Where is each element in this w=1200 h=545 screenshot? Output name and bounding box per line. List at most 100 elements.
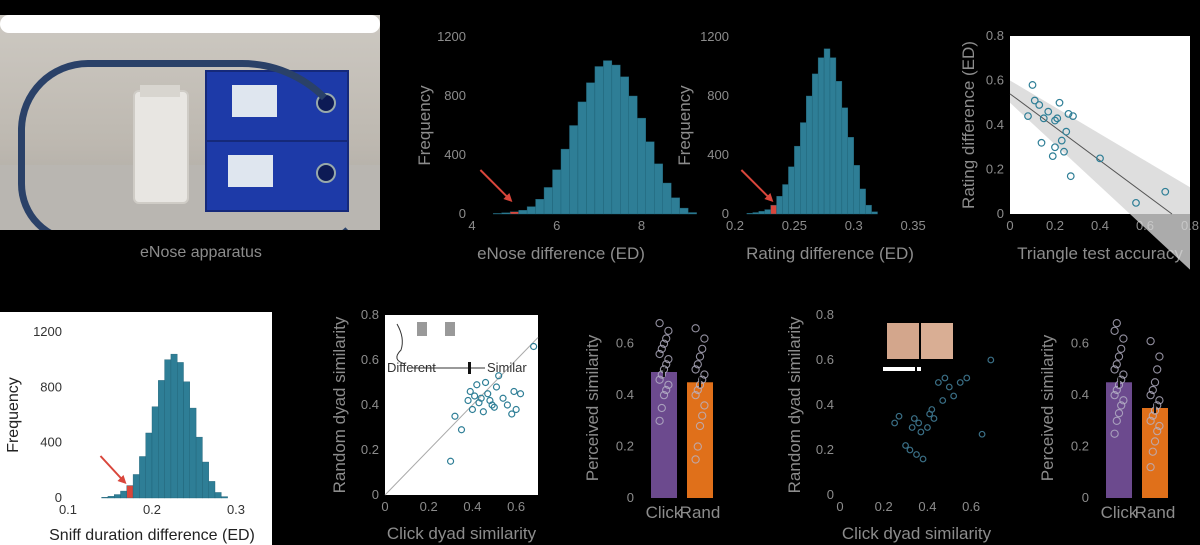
histogram-bar — [611, 64, 621, 215]
face-image — [887, 323, 919, 359]
y-tick-label: 0 — [55, 490, 62, 505]
y-tick-label: 0.6 — [1071, 336, 1089, 351]
scatter-point — [1030, 96, 1039, 105]
histogram-bar — [526, 206, 536, 215]
x-axis-label: Rating difference (ED) — [746, 244, 914, 263]
bar-point — [1155, 396, 1164, 405]
histogram-bar — [764, 209, 771, 215]
triangle-scatter: 00.20.40.60.800.20.40.60.8Rating differe… — [959, 28, 1199, 270]
bar-point — [1153, 426, 1162, 436]
bar-point — [1117, 401, 1126, 410]
y-tick-label: 800 — [444, 88, 466, 103]
x-tick-label: 0.2 — [143, 502, 161, 517]
histogram-bar — [535, 199, 545, 215]
scatter-point — [488, 401, 496, 409]
histogram-bar — [170, 353, 178, 499]
rating-histogram: 0 400 800 1200 0.2 0.25 0.3 0.35 Frequency Rating… — [675, 29, 926, 263]
histogram-bar — [770, 204, 777, 215]
inset-nose — [396, 323, 406, 365]
bar-point — [1110, 326, 1119, 336]
bar-point — [662, 334, 671, 343]
histogram-bar — [603, 60, 613, 215]
bar-point — [664, 354, 673, 364]
bar-point — [698, 344, 707, 354]
bar-point — [1146, 462, 1155, 472]
x-tick-label: 0.2 — [1046, 218, 1064, 233]
bar — [687, 382, 713, 498]
y-tick-label: 800 — [40, 379, 62, 394]
y-axis-label: Perceived similarity — [583, 334, 602, 481]
scatter-point — [1053, 114, 1062, 123]
scatter-point — [913, 451, 920, 458]
scatter-point — [915, 419, 923, 427]
bar — [651, 372, 677, 498]
bar-point — [664, 380, 673, 390]
y-tick-label: 0.4 — [986, 117, 1004, 132]
inset-slider-handle — [468, 362, 471, 374]
y-tick-label: 0.2 — [1071, 439, 1089, 454]
bar-point — [691, 324, 700, 333]
x-tick-label: 0.3 — [845, 218, 863, 233]
histogram-bar — [492, 213, 502, 215]
observed-arrow — [740, 169, 773, 201]
bar-point — [698, 411, 707, 420]
histogram-bar — [645, 141, 655, 215]
scatter-point — [919, 455, 927, 463]
y-tick-label: 0.8 — [986, 28, 1004, 43]
scatter-point — [477, 394, 485, 402]
histogram-bar — [823, 48, 831, 215]
face-scatter: 0 0.2 0.4 0.6 0.8 0 0.2 0.4 0.6 Random dyad simil… — [785, 307, 995, 543]
y-tick-label: 1200 — [437, 29, 466, 44]
histogram-bar — [628, 95, 638, 215]
scatter-point — [924, 424, 931, 431]
histogram-bar — [859, 188, 866, 215]
histogram-bar — [120, 490, 128, 499]
scatter-point — [499, 394, 507, 402]
scatter-point — [945, 383, 953, 391]
enose-photo — [0, 15, 380, 230]
scatter-point — [466, 387, 474, 396]
scatter-point — [468, 405, 477, 414]
y-tick-label: 0.2 — [986, 162, 1004, 177]
scatter-point — [956, 379, 964, 386]
histogram-bar — [752, 212, 759, 215]
histogram-bar — [841, 107, 849, 215]
scatter-point — [464, 396, 472, 405]
bar-point — [1146, 416, 1155, 426]
scatter-point — [930, 415, 938, 422]
bar-point — [691, 390, 700, 400]
x-tick-label: 0 — [381, 499, 388, 514]
histogram-bar — [543, 187, 553, 215]
histogram-bar — [654, 163, 663, 215]
histogram-bar — [176, 362, 184, 499]
histogram-bar — [853, 165, 860, 215]
scatter-point — [928, 406, 936, 413]
bar-point — [695, 352, 705, 361]
x-axis-label: Click dyad similarity — [387, 524, 537, 543]
scatter-point — [495, 372, 503, 380]
category-label: Click — [646, 503, 683, 522]
histogram-bar — [560, 148, 570, 215]
y-tick-label: 0.6 — [986, 73, 1004, 88]
histogram-bar — [800, 122, 807, 215]
y-tick-label: 0.6 — [361, 352, 379, 367]
y-tick-label: 1200 — [700, 29, 729, 44]
y-tick-label: 1200 — [33, 324, 62, 339]
histogram-bar — [139, 456, 146, 499]
histogram-bar — [552, 169, 562, 215]
histogram-bar — [835, 81, 843, 215]
scatter-point — [484, 390, 492, 398]
scatter-point — [1064, 109, 1073, 118]
histogram-bar — [871, 211, 878, 215]
scatter-point — [1066, 172, 1075, 181]
histogram-bar — [776, 196, 783, 215]
scatter-point — [950, 392, 958, 400]
bar-point — [700, 334, 709, 343]
histogram-bar — [189, 407, 197, 499]
face-slider — [883, 367, 915, 371]
y-tick-label: 0.6 — [616, 336, 634, 351]
histogram-bar — [518, 210, 528, 215]
histogram-bar — [670, 197, 680, 215]
scatter-point — [471, 392, 479, 400]
histogram-bar — [132, 474, 140, 499]
